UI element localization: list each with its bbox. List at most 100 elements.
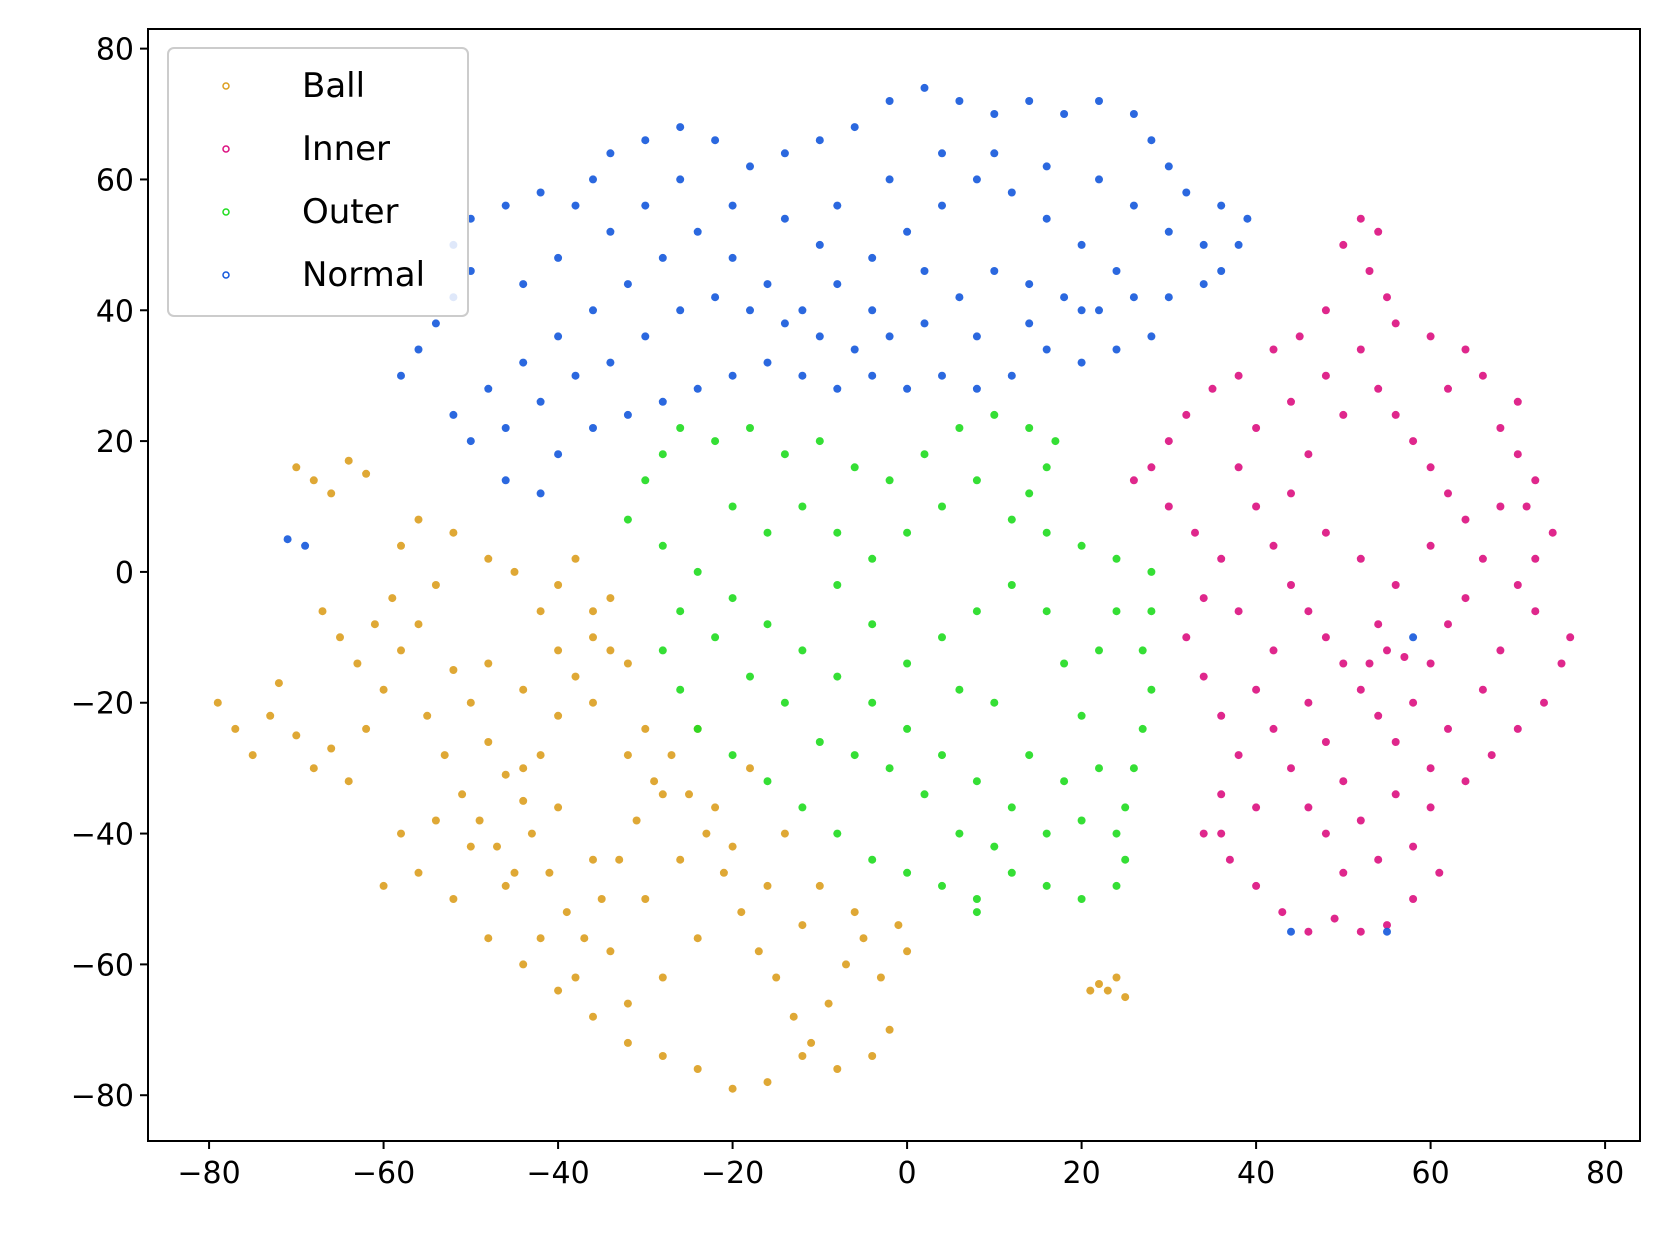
data-point [501, 770, 510, 779]
y-tick-label: 20 [96, 425, 134, 460]
data-point [1548, 528, 1557, 537]
data-point [1060, 777, 1069, 786]
data-point [972, 175, 981, 184]
data-point [1225, 855, 1234, 864]
data-point [1287, 581, 1295, 589]
data-point [815, 240, 824, 249]
data-point [754, 947, 763, 956]
data-point [1252, 803, 1261, 812]
data-point [1129, 764, 1138, 773]
data-point [1513, 724, 1522, 733]
data-point [1164, 227, 1173, 236]
data-point [1217, 829, 1226, 838]
data-point [1042, 162, 1051, 171]
data-point [554, 646, 563, 655]
data-point [501, 476, 510, 485]
data-point [397, 646, 405, 655]
data-point [815, 332, 824, 341]
y-tick-label: 60 [96, 163, 134, 198]
data-point [1374, 620, 1383, 629]
data-point [1007, 515, 1016, 524]
data-point [1051, 437, 1060, 446]
data-point [1461, 515, 1470, 524]
data-point [676, 685, 685, 694]
data-point [824, 999, 833, 1008]
data-point [780, 829, 789, 838]
data-point [301, 541, 310, 550]
data-point [833, 280, 842, 289]
data-point [379, 685, 388, 694]
data-point [728, 201, 737, 210]
data-point [859, 934, 868, 943]
data-point [833, 672, 842, 681]
data-point [571, 554, 580, 563]
data-point [850, 345, 859, 354]
data-point [1496, 502, 1505, 511]
data-point [484, 738, 493, 746]
data-point [676, 175, 685, 184]
data-point [1444, 489, 1452, 498]
data-point [833, 201, 842, 210]
data-point [850, 463, 859, 472]
data-point [1147, 136, 1156, 145]
data-point [606, 227, 615, 236]
data-point [711, 633, 720, 642]
data-point [641, 476, 650, 485]
data-point [1339, 240, 1348, 249]
data-point [868, 253, 877, 262]
data-point [1007, 868, 1016, 877]
data-point [1164, 502, 1173, 511]
data-point [885, 332, 894, 341]
data-point [597, 895, 606, 903]
data-point [1129, 476, 1138, 485]
data-point [414, 515, 423, 524]
data-point [1400, 653, 1409, 661]
data-point [554, 711, 563, 720]
data-point [1435, 868, 1444, 877]
data-point [623, 999, 632, 1008]
data-point [728, 502, 737, 511]
data-point [711, 803, 720, 812]
data-point [972, 777, 981, 786]
data-point [606, 646, 615, 655]
data-point [955, 829, 964, 838]
data-point [623, 659, 632, 668]
legend-marker-inner [222, 145, 230, 153]
data-point [1426, 541, 1435, 550]
data-point [231, 724, 240, 733]
series-ball [213, 456, 1130, 1093]
data-point [693, 227, 702, 236]
data-point [1147, 685, 1156, 694]
data-point [658, 790, 667, 799]
data-point [336, 633, 344, 642]
data-point [1243, 214, 1252, 223]
data-point [327, 744, 336, 753]
data-point [519, 796, 528, 805]
series-inner [1129, 214, 1575, 936]
data-point [1060, 110, 1069, 118]
data-point [650, 777, 659, 786]
data-point [1182, 633, 1191, 642]
data-point [833, 1065, 842, 1073]
data-point [903, 227, 912, 236]
data-point [1391, 581, 1400, 589]
data-point [536, 607, 545, 616]
data-point [362, 724, 371, 733]
data-point [676, 424, 685, 432]
legend: Ball Inner Outer Normal [167, 47, 469, 317]
data-point [711, 437, 720, 446]
data-point [1383, 921, 1391, 930]
data-point [1042, 214, 1051, 223]
data-point [1252, 685, 1261, 694]
data-point [798, 371, 807, 380]
legend-marker-ball [222, 82, 230, 90]
data-point [1391, 738, 1400, 746]
data-point [815, 738, 824, 746]
data-point [309, 476, 318, 485]
data-point [676, 123, 685, 132]
data-point [1234, 240, 1243, 249]
data-point [1278, 908, 1287, 917]
data-point [1112, 829, 1121, 838]
data-point [623, 410, 632, 419]
data-point [728, 594, 737, 603]
